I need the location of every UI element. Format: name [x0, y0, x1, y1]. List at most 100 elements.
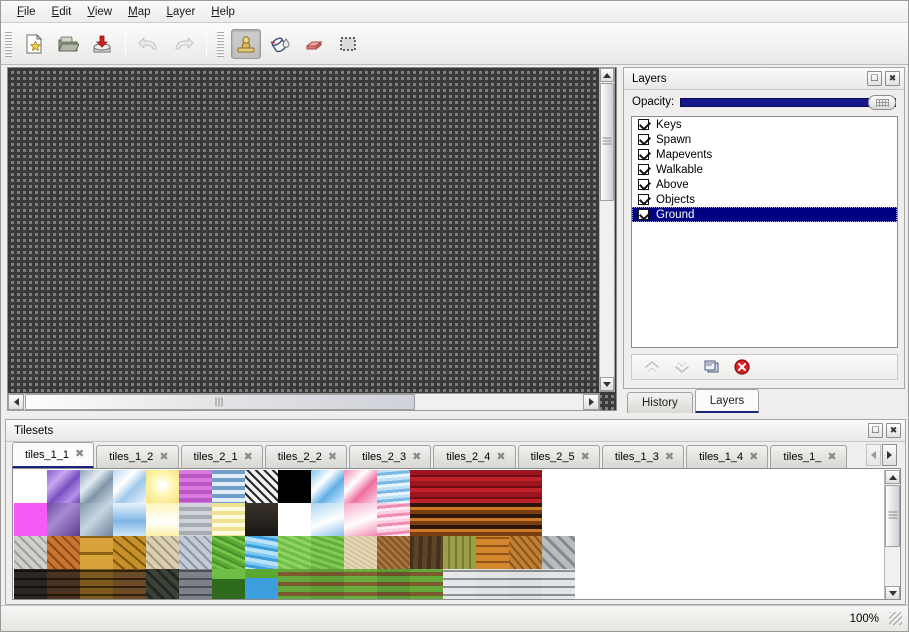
tile-swatch[interactable]: [443, 470, 476, 503]
tileset-tab-tiles_1_3[interactable]: tiles_1_3 ✖: [601, 445, 685, 468]
tile-swatch[interactable]: [47, 470, 80, 503]
tile-swatch[interactable]: [344, 470, 377, 503]
close-icon[interactable]: ✖: [75, 448, 85, 460]
toolbar-grip-2[interactable]: [217, 30, 224, 57]
tile-swatch[interactable]: [377, 503, 410, 536]
tile-swatch[interactable]: [179, 470, 212, 503]
stamp-brush-button[interactable]: [231, 28, 261, 59]
tile-swatch[interactable]: [311, 470, 344, 503]
tile-swatch[interactable]: [212, 569, 245, 599]
tile-swatch[interactable]: [278, 470, 311, 503]
tile-swatch[interactable]: [410, 569, 443, 599]
menu-item-layer[interactable]: Layer: [166, 5, 196, 18]
layer-visibility-checkbox[interactable]: [638, 149, 649, 160]
tileset-tab-prev-button[interactable]: [866, 444, 881, 466]
tile-swatch[interactable]: [476, 503, 509, 536]
raise-layer-button[interactable]: [642, 357, 662, 377]
tile-swatch[interactable]: [212, 470, 245, 503]
layer-visibility-checkbox[interactable]: [638, 179, 649, 190]
tile-swatch[interactable]: [14, 503, 47, 536]
tile-swatch[interactable]: [179, 569, 212, 599]
tile-swatch[interactable]: [245, 503, 278, 536]
map-horizontal-scroll-thumb[interactable]: [25, 394, 415, 410]
map-horizontal-scrollbar[interactable]: [7, 393, 600, 411]
layer-row[interactable]: Above: [632, 177, 897, 192]
tileset-tab-next-button[interactable]: [882, 444, 897, 466]
resize-grip-icon[interactable]: [889, 612, 902, 625]
tile-swatch[interactable]: [410, 536, 443, 569]
tileset-tab-tiles_1_2[interactable]: tiles_1_2 ✖: [96, 445, 179, 468]
layer-visibility-checkbox[interactable]: [638, 164, 649, 175]
close-icon[interactable]: ✖: [243, 450, 253, 463]
tile-swatch[interactable]: [212, 536, 245, 569]
tile-swatch[interactable]: [443, 569, 476, 599]
tile-swatch[interactable]: [476, 536, 509, 569]
tile-swatch[interactable]: [509, 503, 542, 536]
tileset-tab-tiles_2_4[interactable]: tiles_2_4 ✖: [433, 445, 516, 468]
tile-swatch[interactable]: [80, 470, 113, 503]
tile-swatch[interactable]: [179, 536, 212, 569]
tile-swatch[interactable]: [47, 569, 80, 599]
close-icon[interactable]: ✖: [885, 71, 900, 86]
tile-swatch[interactable]: [80, 569, 113, 599]
tileset-tab-tiles_2_2[interactable]: tiles_2_2 ✖: [264, 445, 348, 468]
tile-swatch[interactable]: [542, 536, 575, 569]
close-icon[interactable]: ✖: [496, 450, 506, 463]
tile-swatch[interactable]: [113, 470, 146, 503]
layer-visibility-checkbox[interactable]: [638, 209, 649, 220]
tile-swatch[interactable]: [278, 536, 311, 569]
map-scroll-right-button[interactable]: [583, 394, 599, 410]
tileset-tab-tiles_1_1[interactable]: tiles_1_1 ✖: [12, 442, 95, 468]
tileset-tile-area[interactable]: [12, 468, 901, 600]
close-icon[interactable]: ✖: [664, 450, 675, 463]
layer-row[interactable]: Keys: [632, 117, 897, 132]
close-icon[interactable]: ✖: [327, 450, 338, 463]
tileset-tab-tiles_2_1[interactable]: tiles_2_1 ✖: [180, 445, 263, 468]
tile-swatch[interactable]: [344, 536, 377, 569]
tile-swatch[interactable]: [179, 503, 212, 536]
tileset-tab-tiles_1_4[interactable]: tiles_1_4 ✖: [686, 445, 769, 468]
tile-swatch[interactable]: [80, 536, 113, 569]
opacity-slider-knob[interactable]: [868, 95, 896, 110]
float-icon[interactable]: ☐: [867, 71, 882, 86]
layer-row[interactable]: Mapevents: [632, 147, 897, 162]
tile-swatch[interactable]: [245, 569, 278, 599]
close-icon[interactable]: ✖: [827, 450, 837, 463]
layer-row[interactable]: Ground: [632, 207, 897, 222]
menu-item-help[interactable]: Help: [211, 5, 235, 18]
tileset-tab-tiles_1_[interactable]: tiles_1_ ✖: [770, 445, 847, 468]
tile-swatch[interactable]: [113, 569, 146, 599]
map-scroll-left-button[interactable]: [8, 394, 24, 410]
lower-layer-button[interactable]: [672, 357, 692, 377]
tileset-tab-tiles_2_3[interactable]: tiles_2_3 ✖: [349, 445, 432, 468]
tile-swatch[interactable]: [14, 569, 47, 599]
tile-swatch[interactable]: [509, 569, 542, 599]
layer-visibility-checkbox[interactable]: [638, 119, 649, 130]
tile-swatch[interactable]: [146, 569, 179, 599]
menu-item-view[interactable]: View: [87, 5, 113, 18]
tileset-scroll-up-button[interactable]: [885, 470, 900, 484]
map-scroll-up-button[interactable]: [600, 68, 614, 82]
map-canvas[interactable]: [7, 67, 617, 411]
tile-swatch[interactable]: [14, 536, 47, 569]
tile-swatch[interactable]: [542, 569, 575, 599]
tile-swatch[interactable]: [311, 503, 344, 536]
tile-swatch[interactable]: [245, 536, 278, 569]
tile-swatch[interactable]: [344, 569, 377, 599]
tile-swatch[interactable]: [476, 569, 509, 599]
toolbar-grip-1[interactable]: [5, 30, 12, 57]
tileset-scroll-thumb[interactable]: [885, 485, 900, 547]
layer-visibility-checkbox[interactable]: [638, 134, 649, 145]
tileset-scroll-down-button[interactable]: [885, 586, 900, 599]
map-canvas-surface[interactable]: [8, 68, 616, 410]
tile-swatch[interactable]: [476, 470, 509, 503]
tile-swatch[interactable]: [509, 470, 542, 503]
layer-list[interactable]: Keys Spawn Mapevents Walkable Above Objects Gr…: [631, 116, 898, 348]
tile-swatch[interactable]: [443, 503, 476, 536]
close-icon[interactable]: ✖: [886, 423, 901, 438]
tile-swatch[interactable]: [410, 503, 443, 536]
tile-swatch[interactable]: [377, 536, 410, 569]
open-map-button[interactable]: [53, 29, 83, 59]
map-vertical-scroll-thumb[interactable]: [600, 83, 614, 201]
tile-swatch[interactable]: [245, 470, 278, 503]
